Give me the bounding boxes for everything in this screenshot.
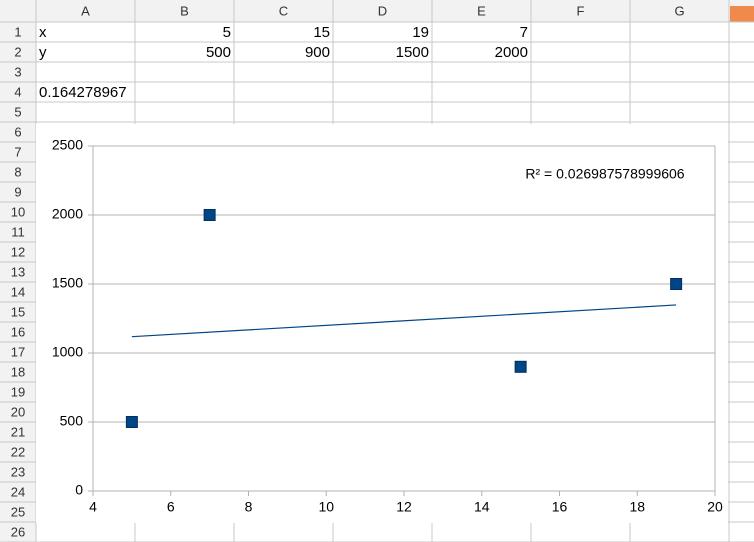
- column-header-bar: [0, 0, 754, 22]
- column-header[interactable]: D: [378, 3, 387, 18]
- cell[interactable]: 900: [305, 44, 330, 61]
- cell[interactable]: 0.164278967: [39, 84, 127, 101]
- row-header[interactable]: 7: [14, 144, 21, 159]
- row-header[interactable]: 24: [11, 484, 25, 499]
- cell[interactable]: 500: [206, 44, 231, 61]
- chart-area[interactable]: [36, 124, 728, 523]
- row-header[interactable]: 3: [14, 64, 21, 79]
- column-header[interactable]: F: [577, 3, 585, 18]
- row-header[interactable]: 20: [11, 404, 25, 419]
- point: [514, 360, 527, 373]
- trendline: [131, 304, 677, 338]
- x-tick-label: 10: [318, 499, 334, 515]
- row-header[interactable]: 21: [11, 424, 25, 439]
- x-tick-label: 6: [167, 499, 175, 515]
- row-header[interactable]: 14: [11, 284, 25, 299]
- row-header[interactable]: 22: [11, 444, 25, 459]
- row-header[interactable]: 1: [14, 24, 21, 39]
- cell[interactable]: 1500: [396, 44, 429, 61]
- y-tick-label: 0: [75, 482, 83, 498]
- x-tick-label: 16: [552, 499, 568, 515]
- cell[interactable]: y: [39, 44, 47, 61]
- y-tick-label: 2500: [52, 137, 83, 153]
- row-header[interactable]: 18: [11, 364, 25, 379]
- row-header[interactable]: 25: [11, 504, 25, 519]
- point: [670, 278, 683, 290]
- column-header[interactable]: B: [180, 3, 189, 18]
- column-header[interactable]: G: [674, 3, 684, 18]
- row-header[interactable]: 19: [11, 384, 25, 399]
- x-tick-label: 8: [245, 499, 253, 515]
- y-tick-label: 500: [60, 413, 84, 429]
- row-header[interactable]: 15: [11, 304, 25, 319]
- row-header[interactable]: 11: [11, 224, 25, 239]
- column-header[interactable]: E: [477, 3, 486, 18]
- column-header[interactable]: A: [81, 3, 90, 18]
- row-header[interactable]: 9: [14, 184, 21, 199]
- row-header[interactable]: 17: [11, 344, 25, 359]
- row-header[interactable]: 23: [11, 464, 25, 479]
- x-tick-label: 20: [707, 499, 723, 515]
- y-tick-label: 1000: [52, 344, 83, 360]
- cell[interactable]: 15: [313, 24, 330, 41]
- y-tick-label: 1500: [52, 275, 83, 291]
- cell[interactable]: x: [39, 24, 47, 41]
- cell[interactable]: 5: [223, 24, 231, 41]
- row-header[interactable]: 4: [14, 84, 21, 99]
- point: [203, 209, 216, 221]
- cell[interactable]: 2000: [495, 44, 528, 61]
- cell[interactable]: 7: [520, 24, 528, 41]
- y-tick-label: 2000: [52, 206, 83, 222]
- r-squared-label: R² = 0.026987578999606: [525, 166, 684, 182]
- row-header[interactable]: 13: [11, 264, 25, 279]
- row-header[interactable]: 12: [11, 244, 25, 259]
- cell[interactable]: 19: [412, 24, 429, 41]
- column-header[interactable]: C: [279, 3, 288, 18]
- x-tick-label: 18: [629, 499, 645, 515]
- row-header[interactable]: 5: [14, 104, 21, 119]
- selected-column-header[interactable]: [730, 6, 754, 22]
- row-header[interactable]: 6: [14, 124, 21, 139]
- row-header[interactable]: 10: [11, 204, 25, 219]
- row-header[interactable]: 2: [14, 44, 21, 59]
- x-tick-label: 12: [396, 499, 412, 515]
- row-header[interactable]: 16: [11, 324, 25, 339]
- row-header[interactable]: 26: [11, 524, 25, 539]
- x-tick-label: 14: [474, 499, 490, 515]
- row-header[interactable]: 8: [14, 164, 21, 179]
- point: [125, 416, 138, 428]
- x-tick-label: 4: [89, 499, 97, 515]
